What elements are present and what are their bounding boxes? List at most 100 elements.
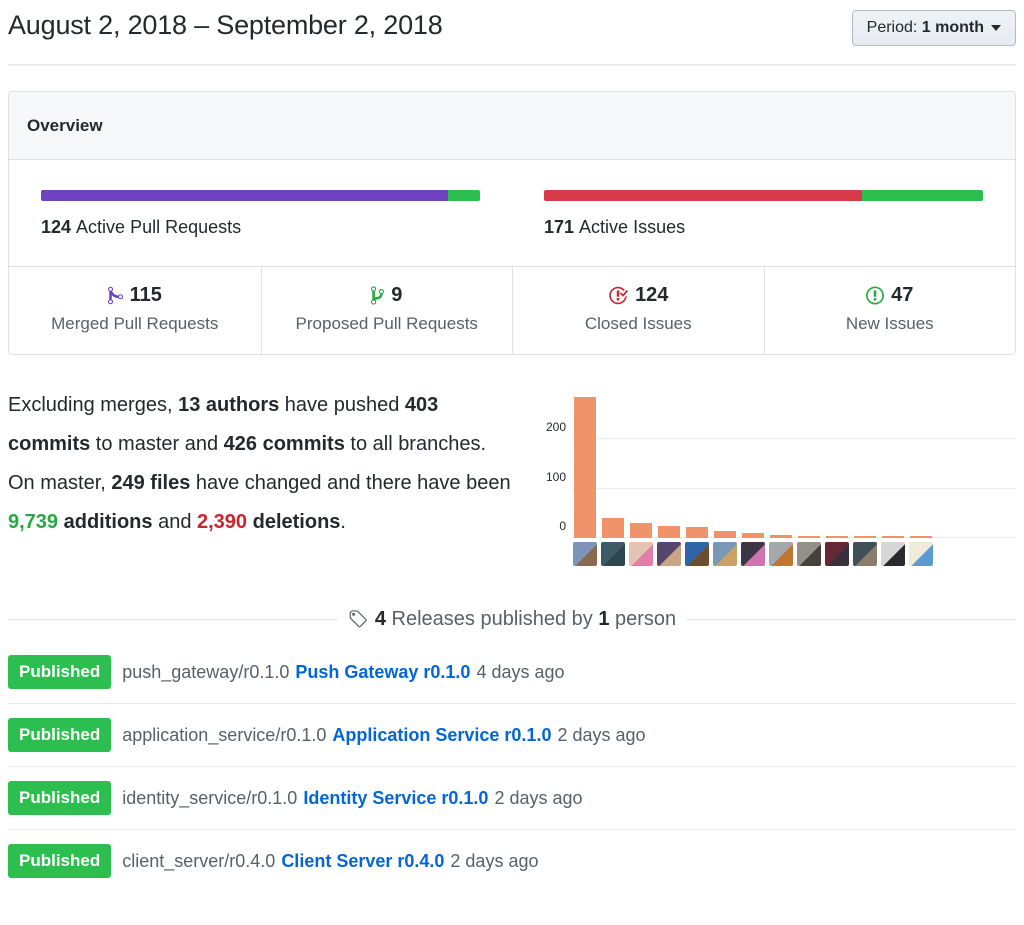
contributor-avatar[interactable]: [601, 542, 625, 566]
release-timestamp: 2 days ago: [450, 850, 539, 871]
tag-icon: [349, 610, 367, 628]
contributor-avatar[interactable]: [629, 542, 653, 566]
commit-bar: [770, 534, 792, 538]
summary-segment: and: [152, 511, 197, 533]
contributor-avatar-row: [572, 542, 1016, 566]
release-timestamp: 4 days ago: [476, 661, 565, 682]
contributor-avatar[interactable]: [853, 542, 877, 566]
summary-segment: 9,739: [8, 511, 59, 533]
overview-box-header: Overview: [9, 92, 1015, 160]
y-axis-tick-label: 100: [545, 469, 566, 484]
overview-box: Overview 124 Active Pull Requests 171 Acti…: [8, 91, 1016, 355]
release-row: Published application_service/r0.1.0 Appli…: [8, 704, 1016, 767]
gridline-100: [572, 487, 1016, 489]
contributor-avatar[interactable]: [909, 542, 933, 566]
summary-segment: have pushed: [279, 394, 405, 416]
published-badge: Published: [8, 718, 112, 752]
release-link[interactable]: Identity Service r0.1.0: [303, 787, 489, 808]
pull-requests-column: 124 Active Pull Requests: [9, 190, 512, 238]
period-label: Period:: [866, 19, 922, 36]
summary-segment: additions: [58, 511, 153, 533]
page-header: August 2, 2018 – September 2, 2018 Perio…: [8, 0, 1016, 66]
commit-bar: [714, 531, 736, 538]
contributor-avatar[interactable]: [573, 542, 597, 566]
issues-column: 171 Active Issues: [512, 190, 1015, 238]
release-list: Published push_gateway/r0.1.0 Push Gateway…: [8, 641, 1016, 892]
release-tag-name: identity_service/r0.1.0: [122, 787, 298, 808]
release-row: Published client_server/r0.4.0 Client Serv…: [8, 830, 1016, 892]
divider-line-left: [8, 619, 338, 620]
release-timestamp: 2 days ago: [557, 724, 646, 745]
period-dropdown-button[interactable]: Period: 1 month: [851, 10, 1016, 46]
summary-segment: 249 files: [111, 472, 191, 494]
summary-segment: .: [340, 511, 346, 533]
commit-bar: [854, 536, 876, 538]
contributor-avatar[interactable]: [769, 542, 793, 566]
releases-header-text: 4 Releases published by 1 person: [338, 608, 686, 631]
release-tag-name: client_server/r0.4.0: [122, 850, 276, 871]
stat-label: Closed Issues: [584, 314, 692, 333]
active-pull-requests-caption: 124 Active Pull Requests: [41, 217, 480, 238]
pull-requests-progress-bar: [41, 190, 480, 201]
gridline-0: [572, 537, 1016, 538]
page-title: August 2, 2018 – September 2, 2018: [8, 10, 443, 40]
published-badge: Published: [8, 655, 112, 689]
stat-proposed-pull-requests[interactable]: 9 Proposed Pull Requests: [260, 267, 513, 354]
commit-bar: [574, 397, 596, 538]
commit-bar: [882, 536, 904, 538]
y-axis-tick-label: 0: [559, 519, 566, 533]
progress-segment-closed: [544, 190, 863, 201]
summary-segment: deletions: [247, 511, 341, 533]
active-pull-requests-count: 124: [41, 217, 72, 237]
commit-bar: [910, 536, 932, 538]
contributor-avatar[interactable]: [685, 542, 709, 566]
contributor-avatar[interactable]: [713, 542, 737, 566]
commit-bar: [686, 526, 708, 538]
git-merge-icon: [107, 286, 123, 305]
release-tag-name: push_gateway/r0.1.0: [122, 661, 290, 682]
chart-plot-area: 0 100 200: [546, 390, 1016, 538]
contributor-avatar[interactable]: [825, 542, 849, 566]
stat-closed-issues[interactable]: 124 Closed Issues: [512, 267, 764, 354]
summary-segment: 426 commits: [223, 433, 345, 455]
active-pull-requests-label: Active Pull Requests: [76, 217, 242, 237]
contributor-avatar[interactable]: [657, 542, 681, 566]
summary-segment: 403 commits: [8, 394, 439, 455]
releases-header-segment: 4: [374, 608, 386, 630]
release-row: Published identity_service/r0.1.0 Identity…: [8, 767, 1016, 830]
stat-value: 124: [513, 284, 764, 307]
issues-progress-bar: [544, 190, 983, 201]
issue-closed-icon: [609, 286, 629, 305]
commit-bar: [826, 536, 848, 538]
commit-summary: Excluding merges, 13 authors have pushed…: [8, 386, 516, 566]
contributor-avatar[interactable]: [741, 542, 765, 566]
published-badge: Published: [8, 781, 112, 815]
period-value: 1 month: [921, 19, 984, 36]
release-link[interactable]: Application Service r0.1.0: [332, 724, 552, 745]
release-tag-name: application_service/r0.1.0: [122, 724, 327, 745]
release-row: Published push_gateway/r0.1.0 Push Gateway…: [8, 641, 1016, 704]
commit-bar: [742, 533, 764, 538]
commit-bar: [602, 518, 624, 538]
release-link[interactable]: Push Gateway r0.1.0: [295, 661, 471, 682]
releases-header-segment: person: [609, 608, 677, 630]
gridline-200: [572, 438, 1016, 440]
contributor-avatar[interactable]: [881, 542, 905, 566]
summary-segment: have changed and there have been: [190, 472, 511, 494]
summary-segment: Excluding merges,: [8, 394, 179, 416]
stat-label: New Issues: [845, 314, 934, 333]
diffstat-section: Excluding merges, 13 authors have pushed…: [8, 386, 1016, 566]
stat-merged-pull-requests[interactable]: 115 Merged Pull Requests: [9, 267, 261, 354]
chevron-down-icon: [991, 25, 1001, 31]
summary-segment: to all branches. On master,: [8, 433, 487, 494]
progress-segment-new: [862, 190, 983, 201]
divider-line-right: [686, 619, 1017, 620]
active-issues-caption: 171 Active Issues: [544, 217, 983, 238]
active-issues-label: Active Issues: [579, 217, 686, 237]
stat-label: Proposed Pull Requests: [295, 314, 478, 333]
y-axis-tick-label: 200: [545, 420, 566, 435]
stat-new-issues[interactable]: 47 New Issues: [763, 267, 1016, 354]
contributor-avatar[interactable]: [797, 542, 821, 566]
release-link[interactable]: Client Server r0.4.0: [281, 850, 445, 871]
